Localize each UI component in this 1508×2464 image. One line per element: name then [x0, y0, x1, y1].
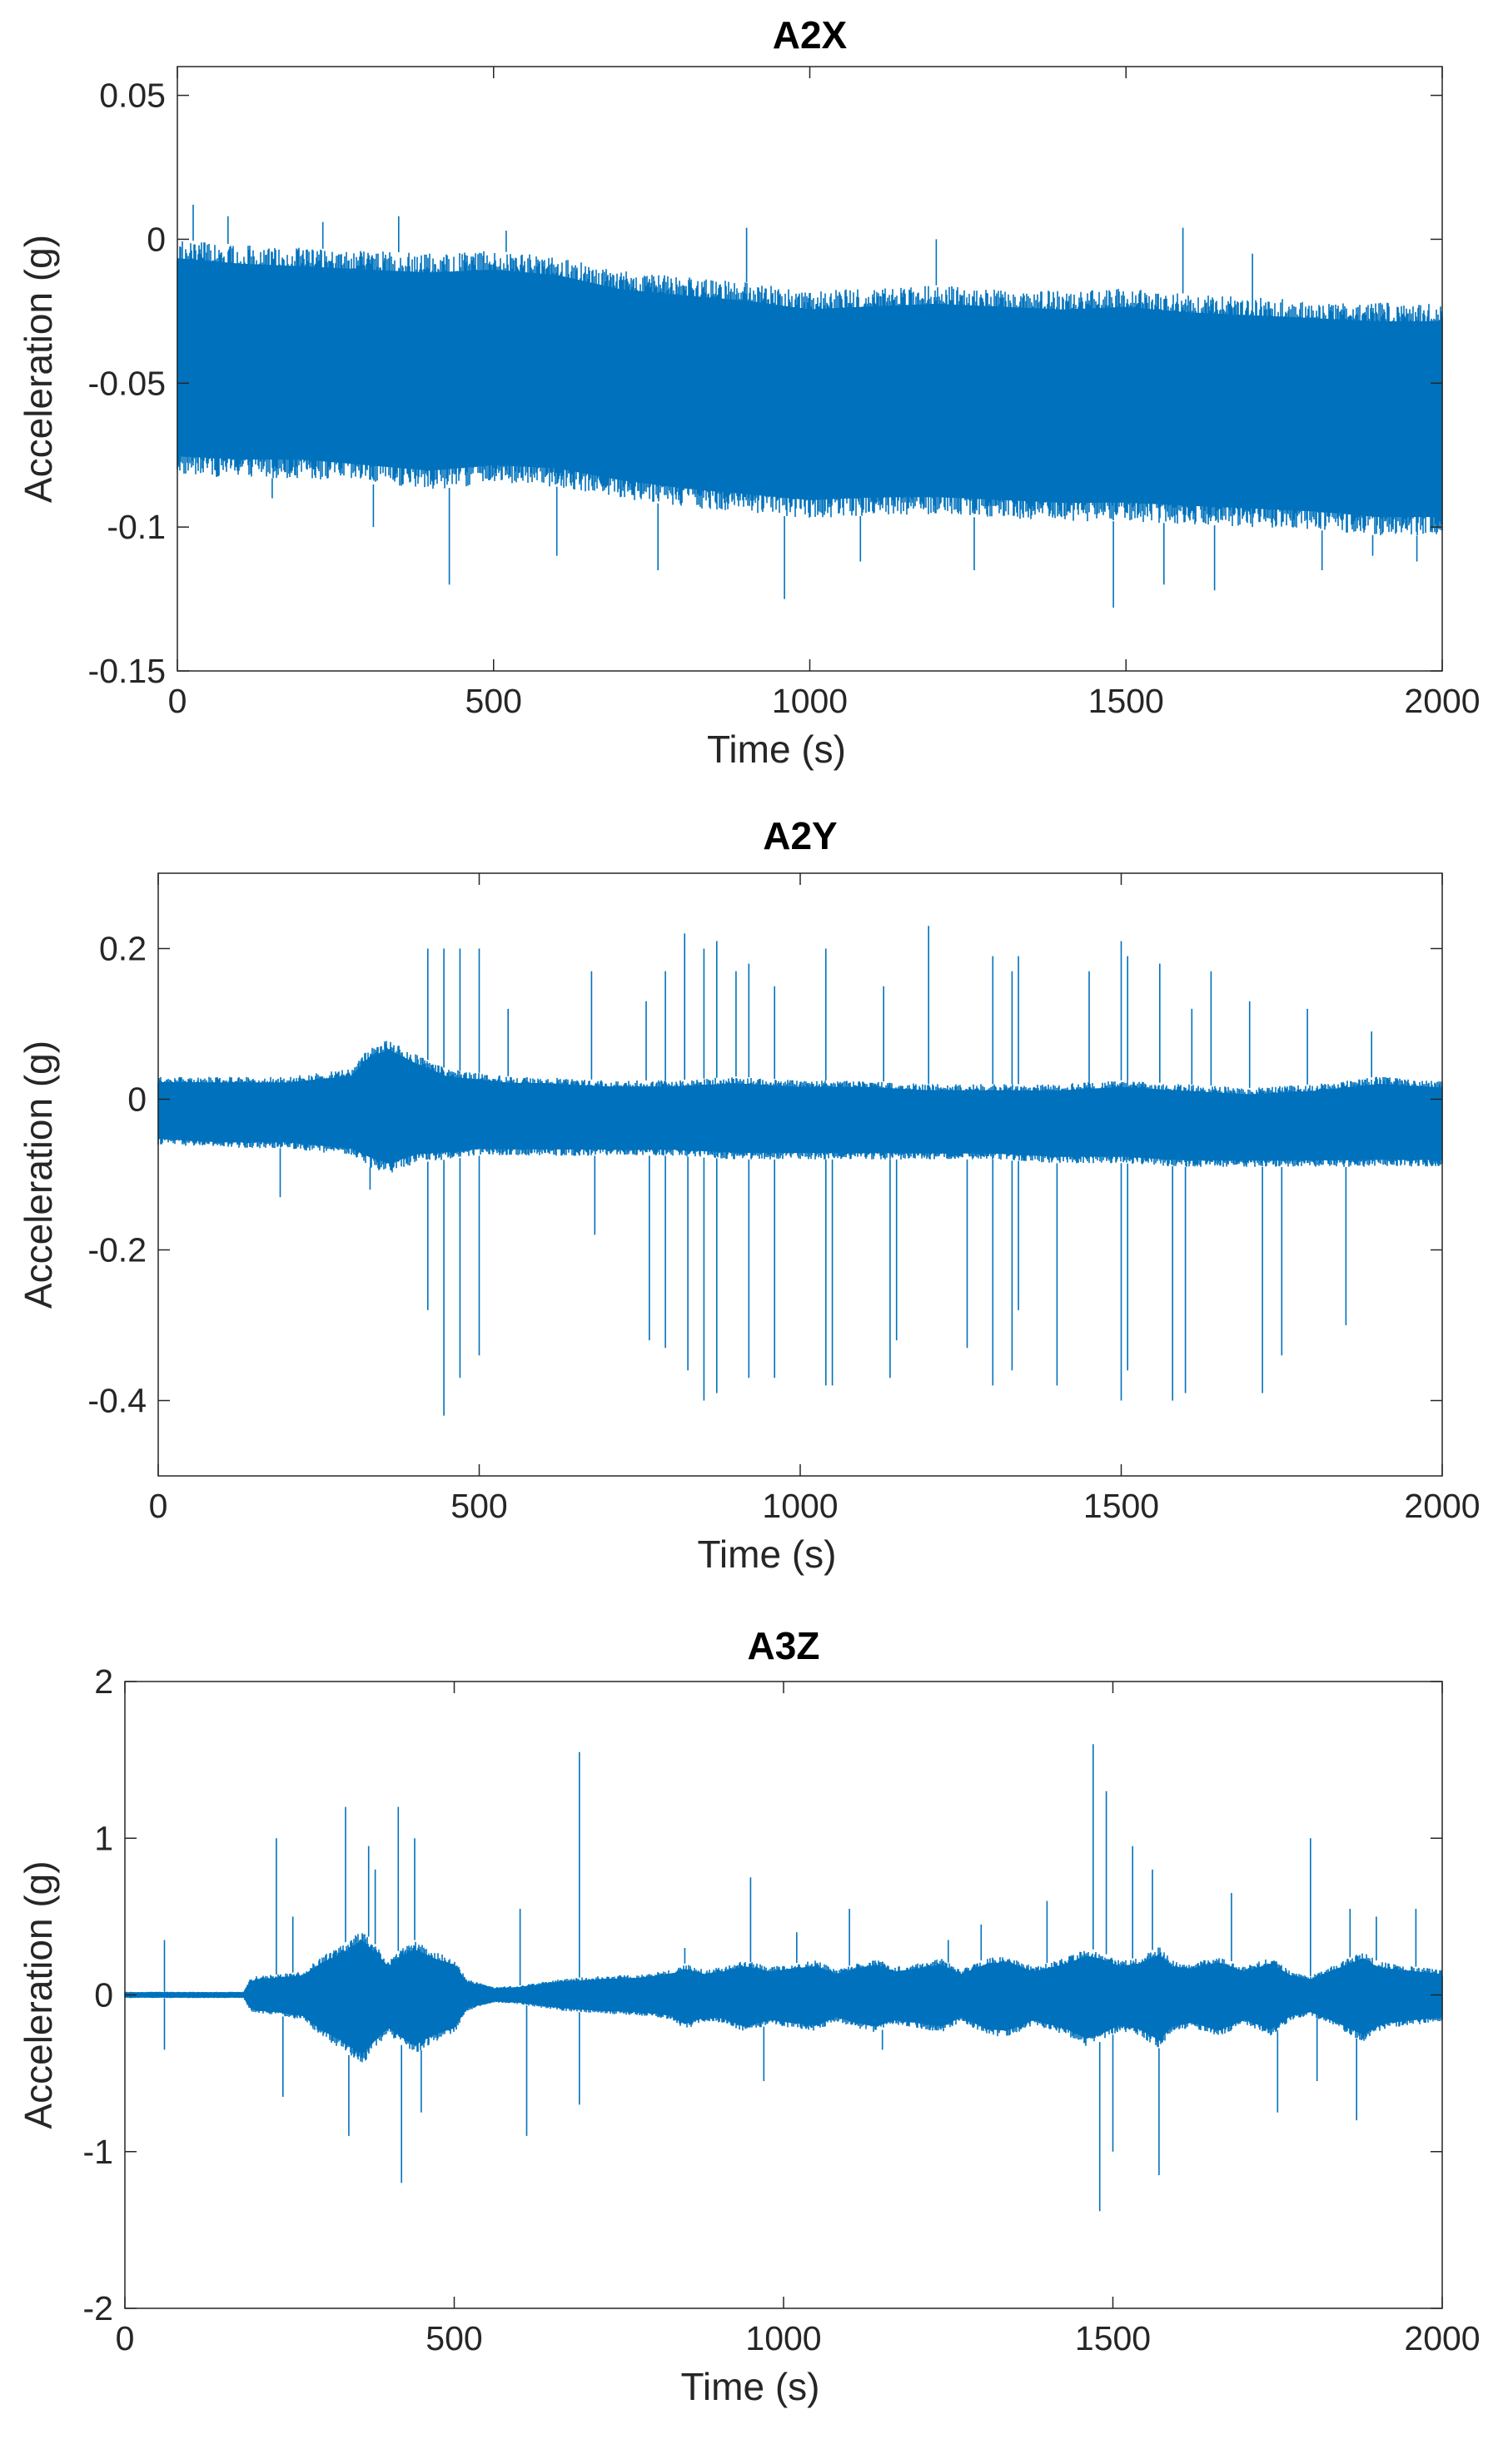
signal-core-band [177, 258, 1442, 518]
x-tick-label: 1000 [772, 682, 848, 720]
chart-panel-a2y: A2Y 0 500 1000 1500 2000 0.2 0 -0.2 -0.4 Time (s) A… [17, 814, 1481, 1576]
series-line [124, 1744, 1443, 2212]
y-tick-label: 0.05 [99, 77, 166, 115]
chart-panel-a2x: A2X 0 500 1000 1500 2000 0.05 0 -0.05 -0.1 -0.15 Ti… [17, 13, 1481, 771]
chart-panel-a3z: A3Z 0 500 1000 1500 2000 2 1 0 -1 -2 Time (s) Accele… [17, 1624, 1481, 2408]
x-tick-label: 0 [149, 1487, 168, 1525]
y-tick-label: 0 [94, 1976, 113, 2014]
x-tick-label: 0 [168, 682, 187, 720]
chart-title: A2Y [763, 814, 837, 857]
chart-title: A3Z [748, 1624, 820, 1667]
x-tick-label: 1000 [745, 2319, 821, 2357]
y-axis-label: Acceleration (g) [17, 1041, 60, 1309]
y-tick-label: -0.2 [87, 1231, 147, 1269]
series-line [177, 204, 1443, 608]
y-tick-label: 0.2 [99, 930, 147, 968]
y-tick-label: -2 [83, 2289, 113, 2327]
x-tick-label: 500 [465, 682, 522, 720]
y-tick-label: 2 [94, 1662, 113, 1701]
signal-core-band [125, 1940, 1442, 2055]
y-tick-label: -0.15 [88, 652, 166, 690]
series-line [157, 926, 1443, 1416]
x-tick-label: 500 [426, 2319, 482, 2357]
y-tick-label: -0.4 [87, 1382, 147, 1420]
x-axis-label: Time (s) [698, 1533, 837, 1576]
x-tick-label: 2000 [1404, 2319, 1480, 2357]
x-tick-label: 0 [116, 2319, 135, 2357]
signal-core-band [158, 1050, 1442, 1164]
x-tick-label: 1500 [1083, 1487, 1159, 1525]
y-axis-label: Acceleration (g) [17, 1860, 60, 2129]
x-tick-label: 2000 [1404, 682, 1480, 720]
x-axis-label: Time (s) [707, 728, 846, 771]
x-axis-label: Time (s) [681, 2365, 820, 2408]
y-tick-label: -1 [83, 2133, 113, 2171]
y-axis-label: Acceleration (g) [17, 235, 60, 503]
y-tick-label: 0 [127, 1080, 147, 1119]
y-tick-label: -0.1 [107, 508, 166, 546]
x-tick-label: 500 [450, 1487, 507, 1525]
y-tick-label: -0.05 [88, 364, 166, 402]
x-tick-label: 2000 [1404, 1487, 1480, 1525]
y-tick-label: 1 [94, 1819, 113, 1857]
x-tick-label: 1000 [762, 1487, 838, 1525]
chart-title: A2X [773, 13, 848, 57]
y-tick-label: 0 [147, 220, 166, 258]
x-tick-label: 1500 [1088, 682, 1164, 720]
x-tick-label: 1500 [1075, 2319, 1151, 2357]
